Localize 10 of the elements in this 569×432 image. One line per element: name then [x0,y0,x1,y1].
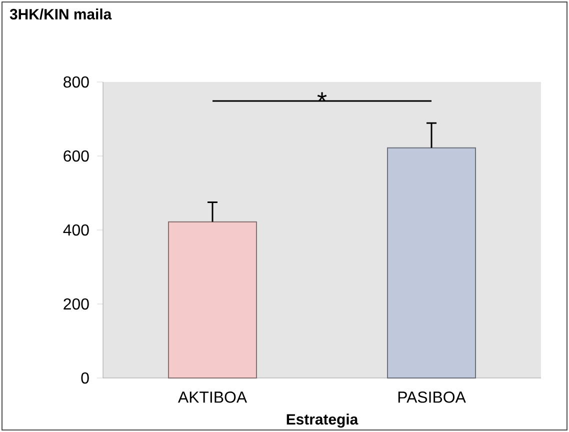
x-tick-label: PASIBOA [398,392,466,403]
y-tick-label: 600 [64,150,89,162]
y-tick-label: 800 [64,76,89,88]
chart-title: 3HK/KIN maila [10,8,112,20]
y-tick-label: 200 [64,298,89,310]
x-axis-title: Estrategia [286,414,358,428]
y-tick-label: 400 [63,224,89,236]
annotation: * [317,92,327,102]
y-tick-label: 0 [81,372,89,384]
x-tick-label: AKTIBOA [178,392,248,403]
